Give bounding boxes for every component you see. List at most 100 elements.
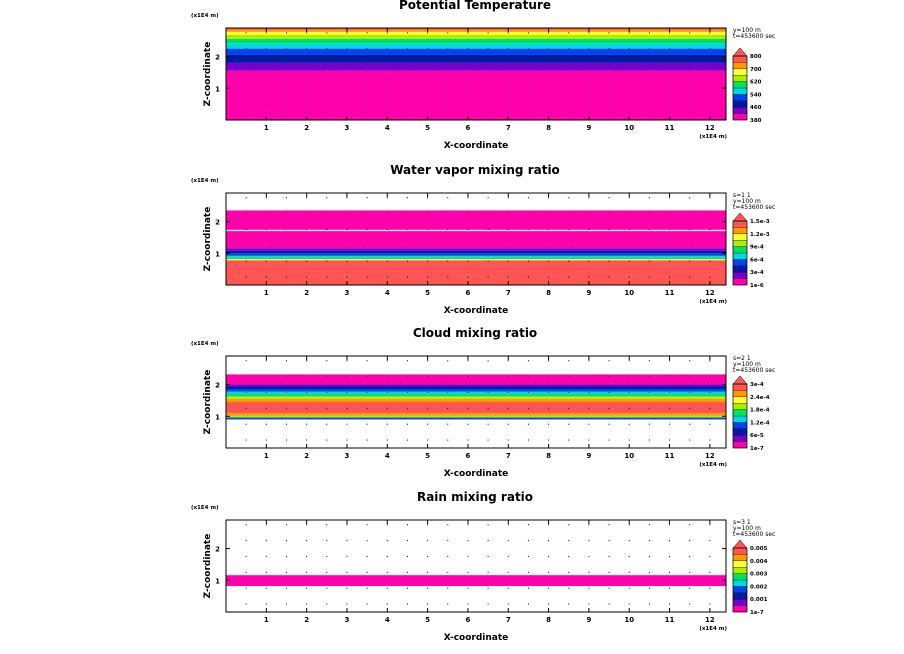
y-tick-label: 2 — [215, 546, 220, 554]
grid-dot — [346, 32, 348, 34]
grid-dot — [346, 540, 348, 542]
grid-dot — [648, 540, 650, 542]
grid-dot — [628, 524, 630, 526]
grid-dot — [406, 111, 408, 113]
chart-panel-1: Potential Temperature(x1E4 m)1 2 3 4 5 6 7 8 9 10… — [191, 0, 775, 151]
grid-dot — [326, 79, 328, 81]
grid-dot — [568, 48, 570, 50]
grid-dot — [326, 32, 328, 34]
grid-dot — [306, 423, 308, 425]
contour-band-10 — [226, 210, 726, 230]
grid-dot — [346, 587, 348, 589]
grid-dot — [628, 276, 630, 278]
grid-dot — [326, 95, 328, 97]
contour-bands — [226, 28, 726, 120]
colorbar-swatch — [732, 592, 748, 600]
contour-band-3 — [226, 257, 726, 259]
info-line: t=453600 sec — [733, 204, 775, 211]
colorbar-frame — [732, 547, 748, 613]
grid-dot — [265, 524, 267, 526]
colorbar-swatch — [732, 272, 748, 279]
x-tick-label: 11 — [665, 452, 675, 460]
grid-dot — [366, 540, 368, 542]
grid-dot — [548, 439, 550, 441]
grid-dot — [326, 407, 328, 409]
colorbar-swatch — [732, 415, 748, 423]
grid-dot — [306, 587, 308, 589]
grid-dot — [406, 197, 408, 199]
grid-dot — [548, 376, 550, 378]
grid-dot — [306, 197, 308, 199]
grid-dot — [306, 571, 308, 573]
grid-dot — [709, 555, 711, 557]
colorbar-swatch — [732, 100, 748, 108]
grid-dot — [527, 407, 529, 409]
grid-dot — [507, 276, 509, 278]
grid-dot — [709, 571, 711, 573]
grid-dot — [427, 276, 429, 278]
colorbar-label: 3e-4 — [750, 382, 764, 388]
grid-dot — [568, 197, 570, 199]
grid-dot — [326, 213, 328, 215]
grid-dot — [467, 228, 469, 230]
colorbar-swatch — [732, 441, 748, 449]
grid-dot — [366, 213, 368, 215]
grid-dot — [669, 32, 671, 34]
colorbar-label: 2.4e-4 — [750, 395, 770, 401]
grid-dot — [265, 360, 267, 362]
colorbar-swatch — [732, 547, 748, 555]
grid-dot — [306, 360, 308, 362]
grid-dot — [608, 213, 610, 215]
grid-dot — [568, 423, 570, 425]
grid-dot — [527, 571, 529, 573]
grid-dot — [326, 571, 328, 573]
grid-dot — [628, 228, 630, 230]
grid-dot — [366, 603, 368, 605]
grid-dot — [427, 48, 429, 50]
grid-dot — [285, 244, 287, 246]
grid-dot — [669, 555, 671, 557]
grid-dot — [447, 376, 449, 378]
grid-dot — [709, 439, 711, 441]
colorbar-swatch — [732, 422, 748, 429]
grid-dot — [326, 276, 328, 278]
contour-band-6 — [226, 250, 726, 254]
grid-dot — [568, 213, 570, 215]
colorbar-frame — [732, 55, 748, 121]
grid-dot — [527, 555, 529, 557]
grid-dot — [648, 360, 650, 362]
grid-dot — [406, 555, 408, 557]
x-unit-label: (x1E4 m) — [699, 299, 727, 305]
x-axis: 1 2 3 4 5 6 7 8 9 10 11 12(x1E4 m)X-coordinate — [264, 193, 727, 316]
grid-dot — [447, 524, 449, 526]
grid-dot — [265, 540, 267, 542]
grid-dot — [568, 439, 570, 441]
grid-dot — [366, 228, 368, 230]
grid-dot — [709, 423, 711, 425]
grid-dot — [427, 571, 429, 573]
grid-dot — [306, 439, 308, 441]
grid-dot — [447, 439, 449, 441]
colorbar-label: 1.2e-3 — [750, 232, 770, 238]
x-tick-label: 12 — [705, 124, 715, 132]
x-tick-label: 6 — [465, 452, 470, 460]
grid-dot — [689, 111, 691, 113]
info-text: s=3 1y=100 mt=453600 sec — [733, 519, 775, 538]
grid-dot — [265, 244, 267, 246]
grid-dot — [628, 197, 630, 199]
grid-dot — [245, 260, 247, 262]
grid-dot — [467, 197, 469, 199]
grid-dot — [386, 213, 388, 215]
grid-dot — [507, 571, 509, 573]
grid-dot — [588, 587, 590, 589]
grid-dot — [386, 524, 388, 526]
colorbar-arrow — [732, 47, 748, 57]
grid-dot — [326, 439, 328, 441]
grid-dot — [265, 32, 267, 34]
grid-dot — [306, 524, 308, 526]
grid-dot — [527, 260, 529, 262]
grid-dot — [709, 276, 711, 278]
grid-dot — [427, 555, 429, 557]
grid-dot — [265, 603, 267, 605]
